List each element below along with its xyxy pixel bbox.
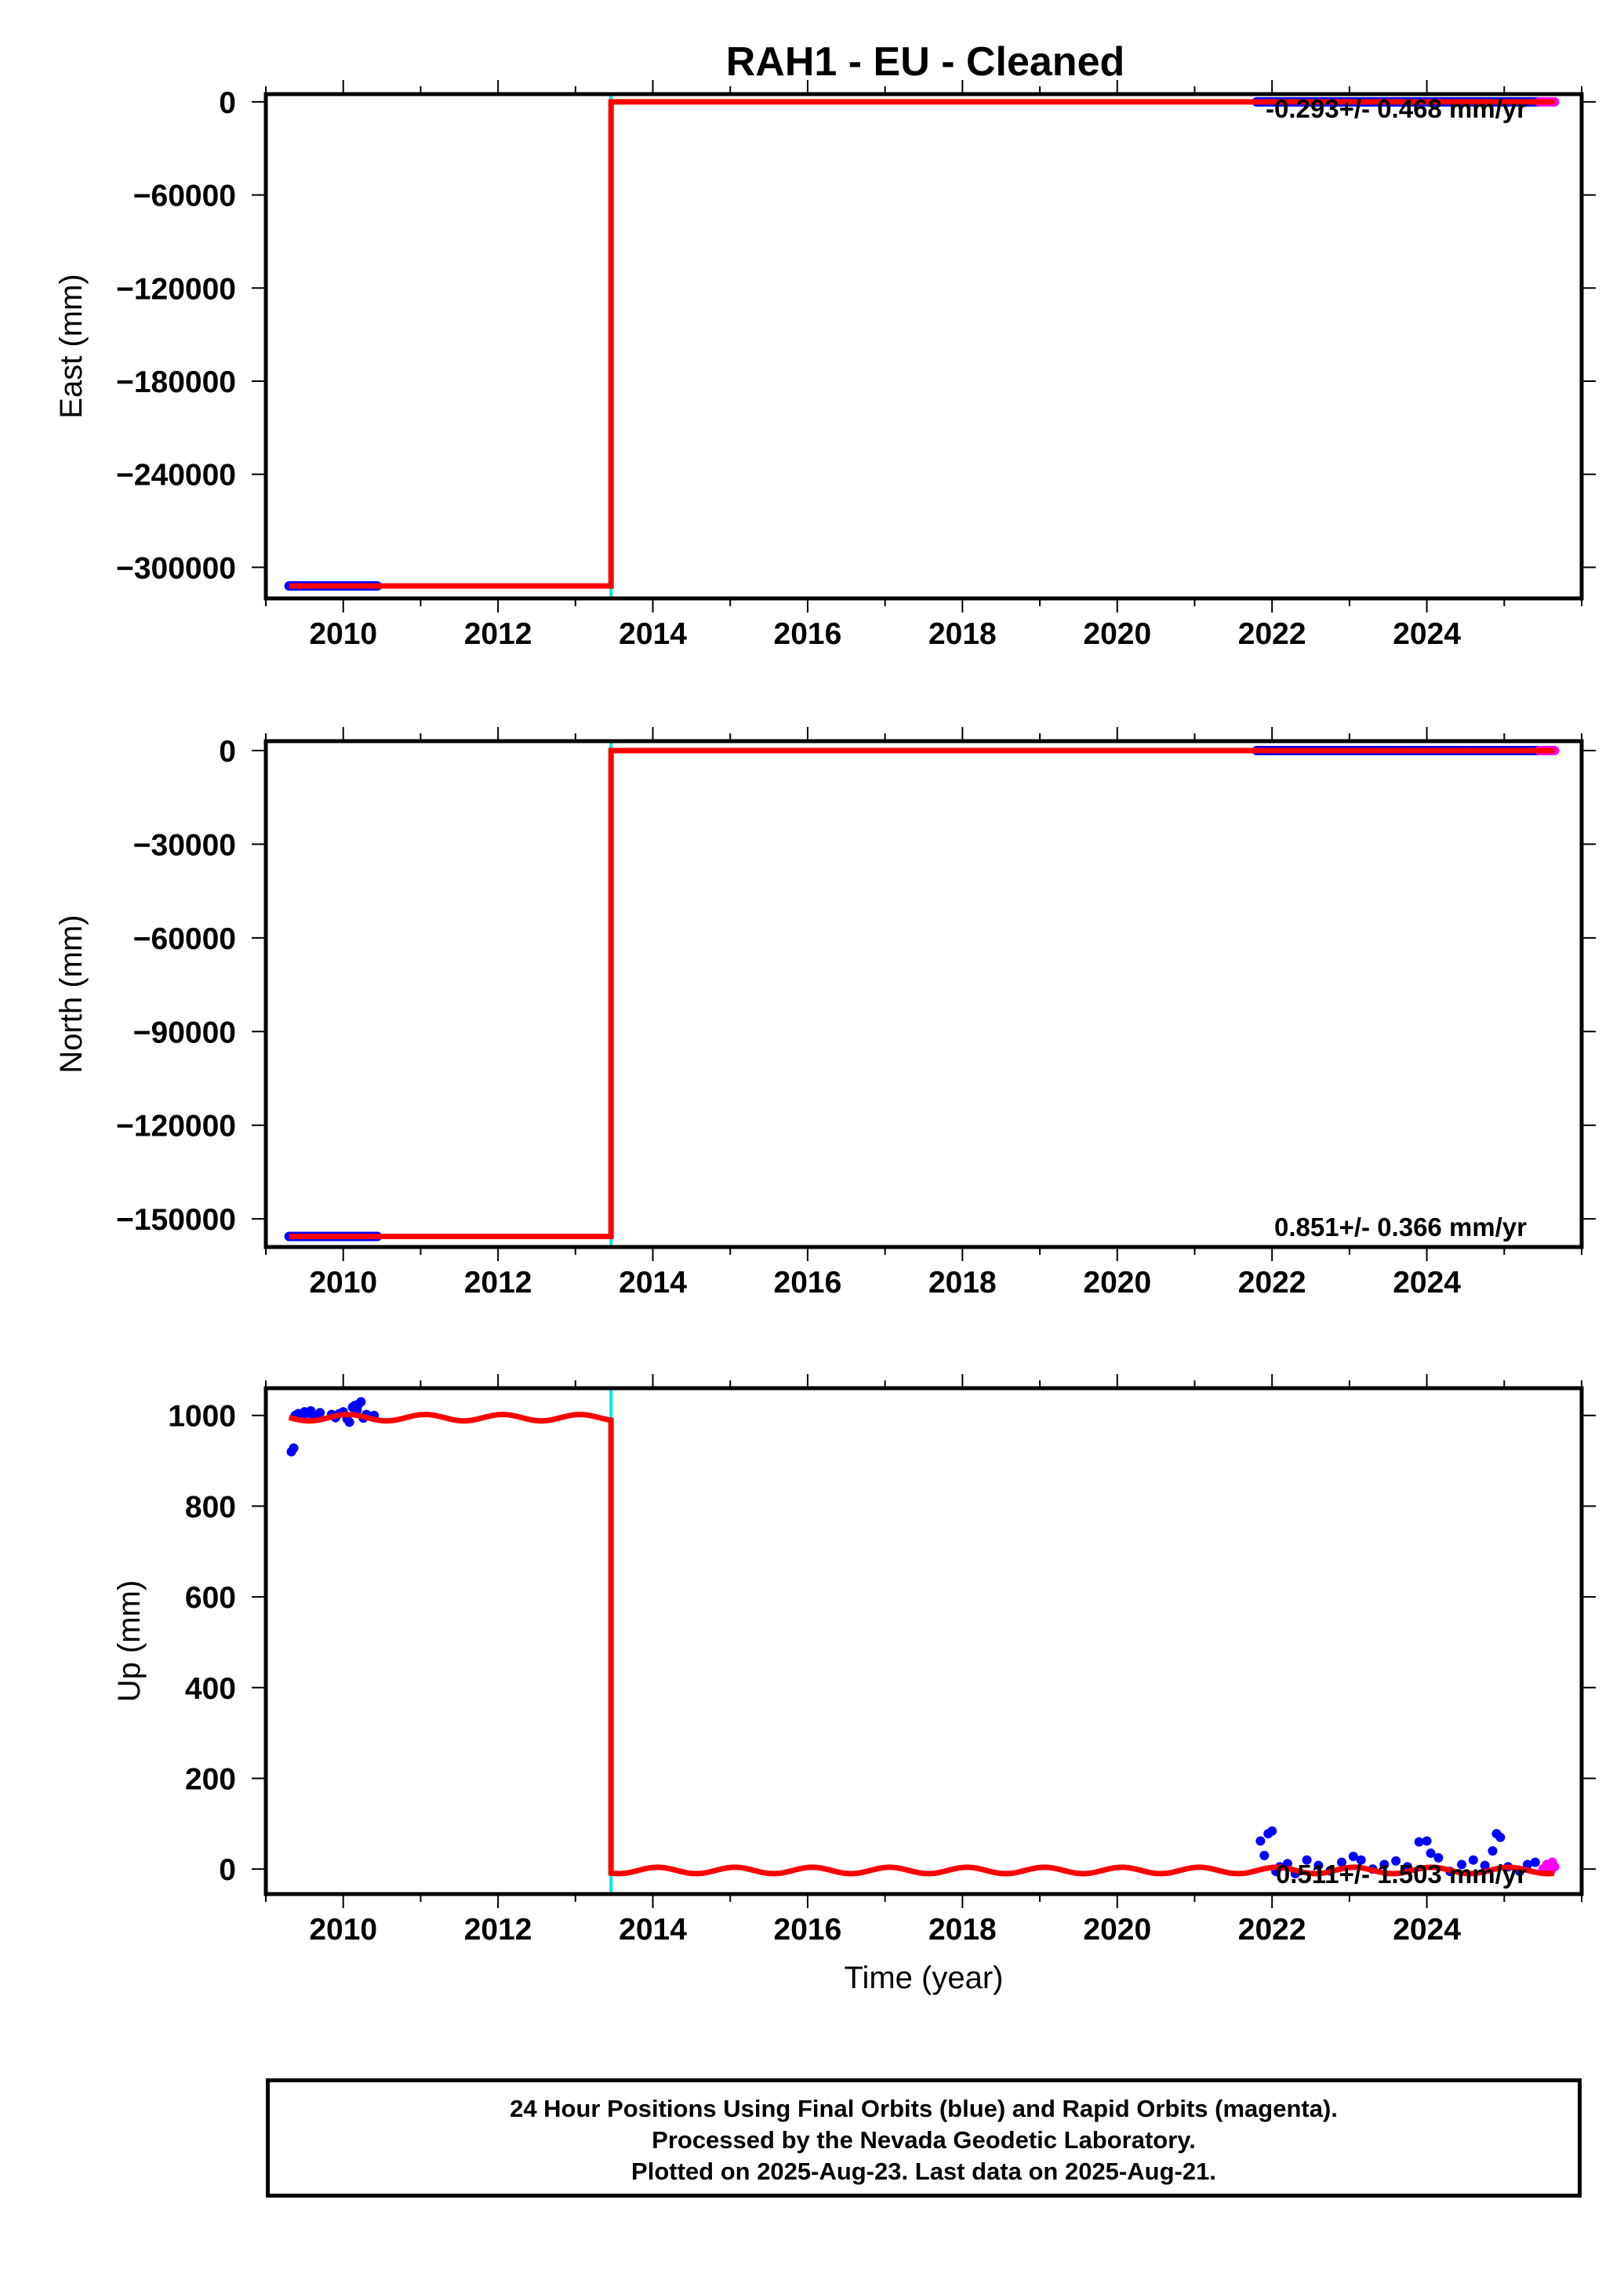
x-tick-label: 2022 xyxy=(1238,1266,1306,1300)
x-tick-label: 2024 xyxy=(1393,1913,1461,1947)
final-orbit-point xyxy=(1426,1848,1436,1858)
y-tick-label: −180000 xyxy=(116,365,236,399)
x-tick-label: 2020 xyxy=(1083,1913,1151,1947)
final-orbit-point xyxy=(1267,1826,1277,1836)
y-tick-label: 400 xyxy=(185,1672,236,1706)
y-axis-label: North (mm) xyxy=(54,914,89,1073)
footer-line-2: Processed by the Nevada Geodetic Laborat… xyxy=(652,2126,1196,2154)
y-tick-label: −150000 xyxy=(116,1203,236,1237)
final-orbit-point xyxy=(1422,1836,1432,1846)
x-tick-label: 2020 xyxy=(1083,617,1151,651)
final-orbit-point xyxy=(1495,1832,1506,1842)
panel-up: 2010 2012 2014 2016 2018 2020 2022 2024 0 200 400 6… xyxy=(112,1374,1596,1995)
rate-label: 0.851+/- 0.366 mm/yr xyxy=(1274,1213,1527,1242)
x-tick-label: 2010 xyxy=(309,1266,377,1300)
final-orbit-point xyxy=(1302,1855,1312,1865)
final-orbit-point xyxy=(1468,1855,1478,1865)
final-orbit-point xyxy=(289,1443,299,1453)
y-tick-label: −240000 xyxy=(116,459,236,493)
x-tick-label: 2010 xyxy=(309,617,377,651)
final-orbit-point xyxy=(1480,1860,1490,1871)
final-orbit-point xyxy=(1356,1855,1366,1865)
final-orbit-point xyxy=(1457,1860,1467,1870)
y-tick-label: 1000 xyxy=(168,1400,236,1434)
plot-frame xyxy=(263,1386,1584,1896)
y-tick-label: −30000 xyxy=(133,828,236,862)
model-line xyxy=(289,99,1555,589)
y-axis-label: Up (mm) xyxy=(112,1580,147,1703)
final-orbit-point xyxy=(1414,1837,1424,1847)
x-tick-label: 2012 xyxy=(464,1913,532,1947)
chart-title: RAH1 - EU - Cleaned xyxy=(726,39,1125,85)
x-tick-label: 2018 xyxy=(928,1266,997,1300)
y-tick-label: −300000 xyxy=(116,551,236,585)
footer-line-1: 24 Hour Positions Using Final Orbits (bl… xyxy=(510,2095,1338,2122)
y-tick-label: −60000 xyxy=(133,180,236,213)
x-tick-label: 2014 xyxy=(619,1266,687,1300)
y-tick-label: 0 xyxy=(219,735,236,769)
final-orbit-point xyxy=(1379,1860,1390,1870)
panels-group: 2010 2012 2014 2016 2018 2020 2022 2024 0 −60000 −… xyxy=(54,80,1596,1995)
plot-frame xyxy=(263,92,1584,601)
y-tick-label: 800 xyxy=(185,1490,236,1524)
x-tick-label: 2012 xyxy=(464,617,532,651)
final-orbit-point xyxy=(1259,1850,1270,1860)
plot-frame xyxy=(263,739,1584,1249)
final-orbit-point xyxy=(1391,1856,1401,1866)
final-orbit-point xyxy=(1433,1852,1444,1863)
x-tick-label: 2010 xyxy=(309,1913,377,1947)
y-tick-label: −90000 xyxy=(133,1016,236,1049)
x-tick-label: 2014 xyxy=(619,1913,687,1947)
final-orbit-point xyxy=(1255,1836,1266,1846)
panel-east: 2010 2012 2014 2016 2018 2020 2022 2024 0 −60000 −… xyxy=(54,80,1596,651)
x-tick-label: 2012 xyxy=(464,1266,532,1300)
x-tick-label: 2024 xyxy=(1393,1266,1461,1300)
rapid-orbit-point xyxy=(1550,1862,1560,1872)
final-orbit-point xyxy=(1337,1857,1347,1867)
rate-label: 0.511+/- 1.503 mm/yr xyxy=(1276,1860,1527,1889)
y-tick-label: −120000 xyxy=(116,1110,236,1143)
x-tick-label: 2016 xyxy=(774,617,842,651)
footer-line-3: Plotted on 2025-Aug-23. Last data on 202… xyxy=(631,2158,1216,2185)
footer-box: 24 Hour Positions Using Final Orbits (bl… xyxy=(266,2078,1582,2198)
final-orbit-point xyxy=(315,1408,325,1418)
final-orbit-point xyxy=(1313,1860,1324,1871)
x-tick-label: 2024 xyxy=(1393,617,1461,651)
rate-label: -0.293+/- 0.468 mm/yr xyxy=(1266,94,1527,123)
final-orbit-point xyxy=(1488,1846,1498,1856)
final-orbit-point xyxy=(344,1417,354,1427)
plot-area xyxy=(284,94,1560,598)
y-tick-label: −120000 xyxy=(116,272,236,306)
x-tick-label: 2014 xyxy=(619,617,687,651)
final-orbit-point xyxy=(1348,1851,1358,1861)
plot-area xyxy=(284,741,1560,1247)
y-tick-label: 600 xyxy=(185,1581,236,1615)
y-tick-label: 0 xyxy=(219,1853,236,1887)
x-tick-label: 2022 xyxy=(1238,617,1306,651)
y-tick-label: −60000 xyxy=(133,922,236,956)
x-axis-label: Time (year) xyxy=(845,1961,1004,1995)
x-tick-label: 2018 xyxy=(928,617,997,651)
final-orbit-point xyxy=(356,1397,366,1407)
model-line xyxy=(288,1412,1554,1877)
y-tick-label: 0 xyxy=(219,86,236,120)
x-tick-label: 2016 xyxy=(774,1913,842,1947)
x-tick-label: 2018 xyxy=(928,1913,997,1947)
panel-north: 2010 2012 2014 2016 2018 2020 2022 2024 0 −30000 −… xyxy=(54,727,1596,1300)
y-axis-label: East (mm) xyxy=(54,274,89,418)
x-tick-label: 2016 xyxy=(774,1266,842,1300)
model-line xyxy=(289,747,1555,1239)
final-orbit-point xyxy=(1530,1857,1540,1867)
y-tick-label: 200 xyxy=(185,1762,236,1796)
x-tick-label: 2020 xyxy=(1083,1266,1151,1300)
plot-area xyxy=(286,1388,1560,1894)
x-tick-label: 2022 xyxy=(1238,1913,1306,1947)
